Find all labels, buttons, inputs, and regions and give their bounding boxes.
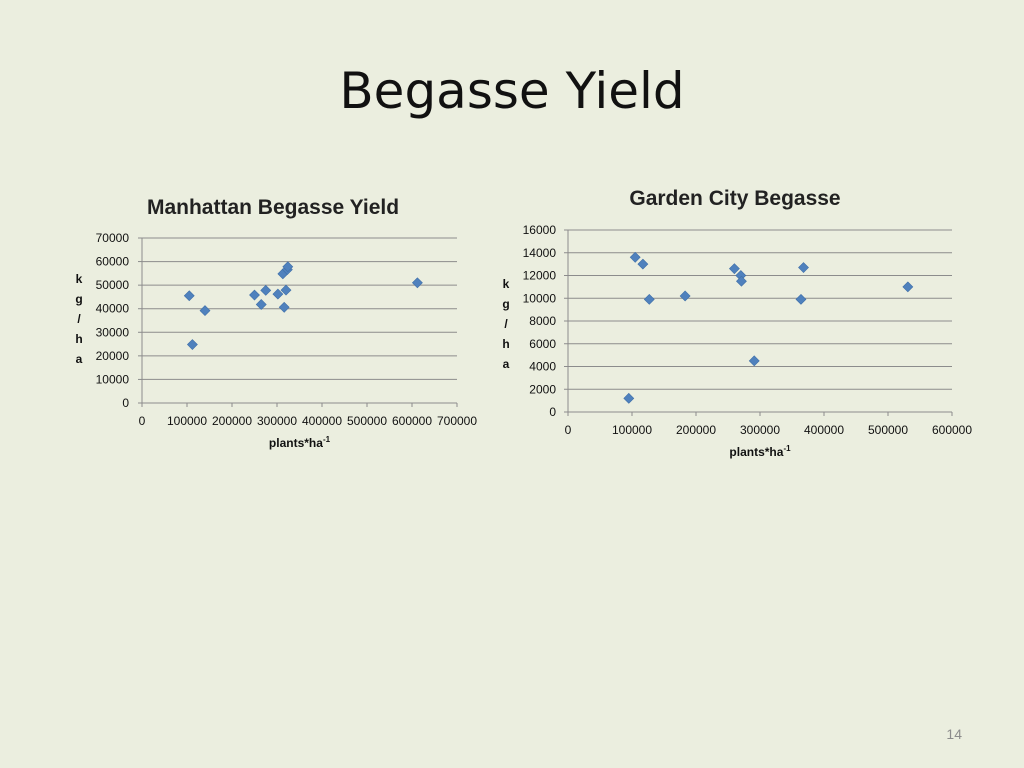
y-tick-label: 2000 — [529, 382, 556, 396]
x-tick-label: 600000 — [932, 423, 972, 437]
y-tick-label: 10000 — [523, 291, 557, 305]
y-tick-label: 50000 — [96, 278, 130, 292]
y-tick-label: 30000 — [96, 325, 130, 339]
x-tick-label: 200000 — [212, 414, 252, 428]
x-tick-label: 500000 — [347, 414, 387, 428]
data-point — [728, 263, 740, 275]
data-point — [736, 275, 747, 287]
data-point — [643, 293, 655, 305]
x-tick-label: 400000 — [302, 414, 342, 428]
data-point — [637, 258, 649, 270]
data-point — [278, 301, 290, 313]
y-tick-label: 0 — [122, 396, 129, 410]
x-tick-label: 400000 — [804, 423, 844, 437]
data-point — [260, 284, 272, 296]
y-tick-label: 10000 — [96, 372, 130, 386]
data-point — [798, 262, 809, 273]
y-tick-label: 8000 — [529, 314, 556, 328]
x-tick-label: 600000 — [392, 414, 432, 428]
x-axis-label-superscript: -1 — [783, 444, 791, 453]
y-axis-label-char: k — [503, 277, 510, 291]
y-tick-label: 70000 — [96, 231, 130, 245]
data-point — [183, 290, 195, 302]
y-tick-label: 40000 — [96, 302, 130, 316]
data-point — [679, 290, 691, 302]
chart-title: Garden City Begasse — [629, 187, 840, 210]
y-axis-label-char: / — [504, 317, 508, 331]
data-point — [902, 281, 914, 293]
x-axis-label: plants*ha-1 — [269, 435, 331, 450]
y-axis-label-char: g — [75, 292, 82, 306]
data-point — [748, 355, 760, 367]
data-point — [199, 305, 211, 317]
x-tick-label: 100000 — [167, 414, 207, 428]
x-axis-label-superscript: -1 — [323, 435, 331, 444]
y-tick-label: 60000 — [96, 255, 130, 269]
y-axis-label-char: h — [502, 337, 509, 351]
y-axis-label-char: / — [77, 312, 81, 326]
y-tick-label: 0 — [549, 405, 556, 419]
y-tick-label: 14000 — [523, 246, 557, 260]
chart-title: Manhattan Begasse Yield — [147, 196, 399, 219]
x-axis-label-text: plants*ha — [269, 436, 323, 450]
data-point — [629, 251, 641, 263]
data-point — [249, 289, 260, 301]
y-tick-label: 6000 — [529, 337, 556, 351]
x-tick-label: 300000 — [740, 423, 780, 437]
x-tick-label: 0 — [139, 414, 146, 428]
y-tick-label: 12000 — [523, 269, 557, 283]
x-tick-label: 500000 — [868, 423, 908, 437]
data-point — [272, 288, 284, 300]
page-number: 14 — [946, 726, 962, 742]
slide-title: Begasse Yield — [339, 62, 685, 120]
data-point — [255, 299, 267, 310]
y-tick-label: 20000 — [96, 349, 130, 363]
manhattan-yield-chart: Manhattan Begasse Yield 0 10000 20000 30000 4… — [60, 185, 480, 465]
data-point — [280, 284, 292, 296]
y-tick-label: 16000 — [523, 223, 557, 237]
y-axis-label-char: k — [76, 272, 83, 286]
y-axis-label-char: a — [503, 357, 510, 371]
y-axis-label-char: g — [502, 297, 509, 311]
x-tick-label: 100000 — [612, 423, 652, 437]
data-point — [411, 277, 423, 289]
data-point — [623, 392, 635, 404]
garden-city-yield-chart: Garden City Begasse 0 2000 4000 6000 8000 1000… — [490, 178, 990, 468]
manhattan-chart-canvas: Manhattan Begasse Yield 0 10000 20000 30000 4… — [75, 196, 477, 450]
x-tick-label: 200000 — [676, 423, 716, 437]
x-tick-label: 0 — [565, 423, 572, 437]
x-axis-label: plants*ha-1 — [729, 444, 791, 459]
garden-city-chart-canvas: Garden City Begasse 0 2000 4000 6000 8000 1000… — [502, 187, 972, 459]
data-point — [795, 293, 807, 305]
data-point — [186, 339, 198, 350]
y-axis-label-char: h — [75, 332, 82, 346]
y-tick-label: 4000 — [529, 360, 556, 374]
y-axis-label: k g / h a — [502, 277, 509, 371]
y-axis-label: k g / h a — [75, 272, 82, 366]
y-axis-label-char: a — [76, 352, 83, 366]
x-tick-label: 300000 — [257, 414, 297, 428]
x-axis-label-text: plants*ha — [729, 445, 783, 459]
x-tick-label: 700000 — [437, 414, 477, 428]
data-point — [282, 261, 294, 273]
